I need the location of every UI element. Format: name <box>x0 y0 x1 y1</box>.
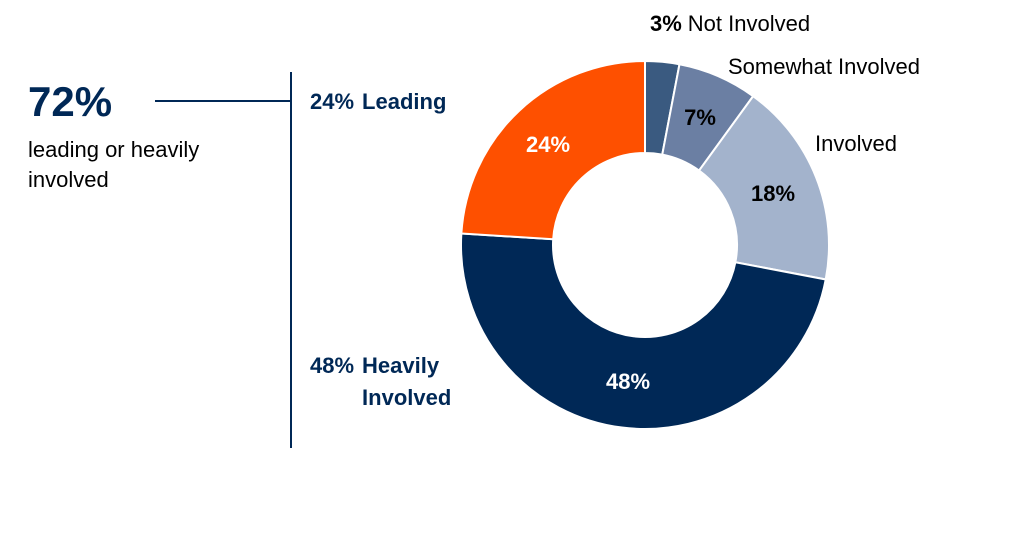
summary-text: leading or heavily involved <box>28 137 200 192</box>
category-label: Somewhat Involved <box>728 54 920 79</box>
value-label: 3% <box>650 11 682 36</box>
side-value: 48% <box>310 353 355 378</box>
donut-slice <box>460 232 827 430</box>
value-label: 24% <box>526 132 570 157</box>
category-name: Involved <box>815 131 897 156</box>
side-category: Heavily Involved <box>362 353 452 410</box>
category-name: Not Involved <box>688 11 810 36</box>
value-label: 48% <box>606 369 650 394</box>
side-label: 24% Leading <box>310 86 446 118</box>
value-label: 18% <box>751 181 795 206</box>
side-value: 24% <box>310 89 355 114</box>
donut-slice <box>697 94 830 281</box>
category-label: 3% Not Involved <box>650 11 810 36</box>
donut-slice <box>460 59 646 241</box>
summary-value: 72% <box>28 78 113 125</box>
side-label: 48% Heavily Involved <box>310 350 482 414</box>
side-category: Leading <box>362 89 447 114</box>
value-label: 7% <box>684 105 716 130</box>
category-name: Somewhat Involved <box>728 54 920 79</box>
category-label: Involved <box>815 131 897 156</box>
